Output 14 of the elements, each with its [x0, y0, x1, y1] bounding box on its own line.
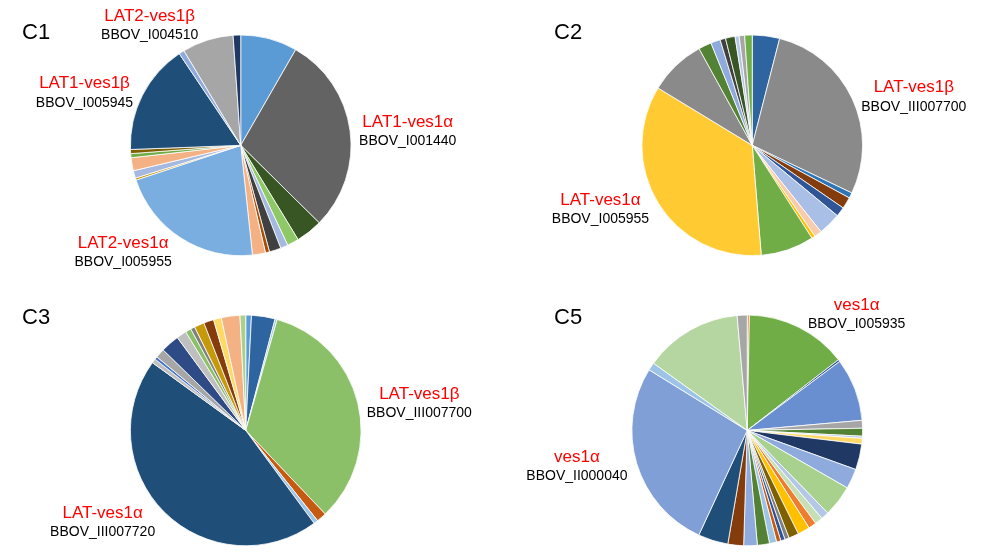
slice-label: LAT-ves1α BBOV_III007720 — [50, 503, 156, 540]
slice-label: LAT2-ves1α BBOV_I005955 — [74, 232, 172, 270]
slice-label: LAT2-ves1β BBOV_I004510 — [101, 5, 199, 42]
slice-label: ves1α BBOV_II000040 — [526, 447, 628, 484]
slice-label: LAT1-ves1α BBOV_I001440 — [359, 112, 457, 149]
slice-label: ves1α BBOV_I005935 — [808, 294, 906, 331]
slice-label: LAT1-ves1β BBOV_I005945 — [35, 73, 134, 110]
slice-label: LAT-ves1β BBOV_III007700 — [861, 77, 967, 114]
slice-label: LAT-ves1β BBOV_III007700 — [366, 383, 473, 420]
chart-title: C2 — [554, 19, 583, 44]
chart-title: C3 — [22, 304, 51, 329]
text: C1 — [22, 19, 51, 44]
chart-title: C5 — [554, 304, 583, 329]
slice-label: LAT-ves1α BBOV_I005955 — [551, 190, 650, 227]
